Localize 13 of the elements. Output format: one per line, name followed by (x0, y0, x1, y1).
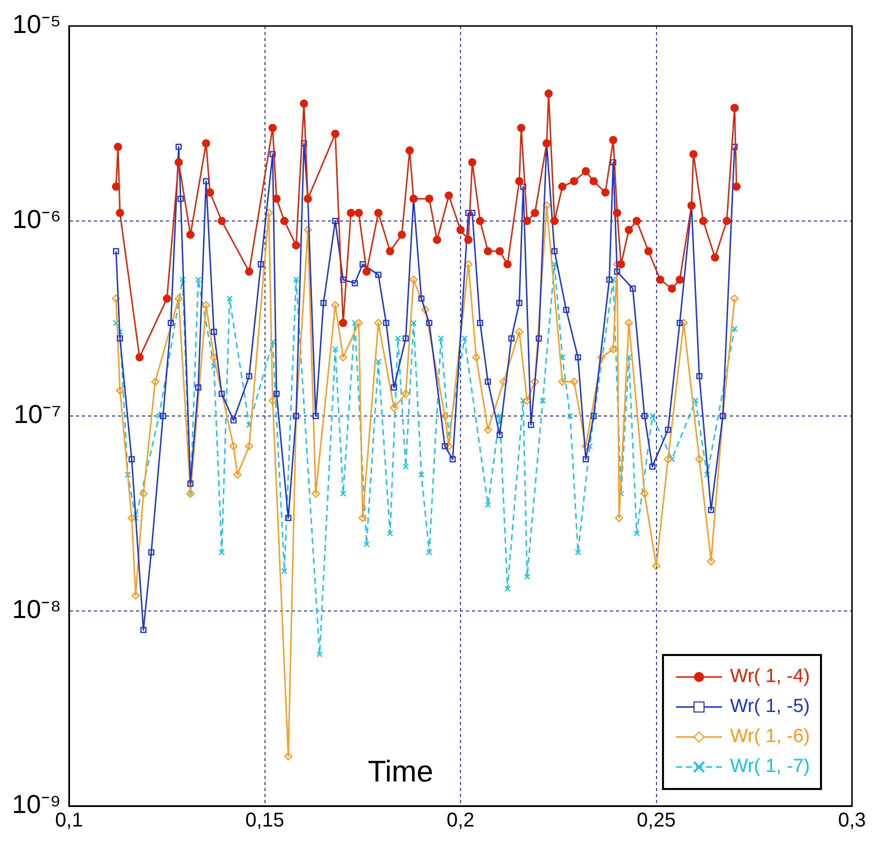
x-tick-label: 0,2 (446, 810, 474, 832)
legend-label: Wr( 1, -5) (730, 696, 810, 718)
x-tick-label: 0,3 (838, 810, 866, 832)
x-tick-label: 0,25 (636, 810, 676, 832)
legend-label: Wr( 1, -4) (730, 666, 810, 688)
legend-label: Wr( 1, -6) (730, 726, 810, 748)
y-tick-label: 10⁻⁸ (12, 594, 62, 624)
y-tick-label: 10⁻⁵ (12, 9, 62, 40)
y-tick-label: 10⁻⁷ (14, 399, 62, 430)
x-tick-label: 0,15 (245, 810, 284, 832)
x-axis-title: Time (368, 755, 434, 788)
legend-label: Wr( 1, -7) (730, 756, 810, 778)
y-tick-label: 10⁻⁶ (12, 204, 62, 234)
